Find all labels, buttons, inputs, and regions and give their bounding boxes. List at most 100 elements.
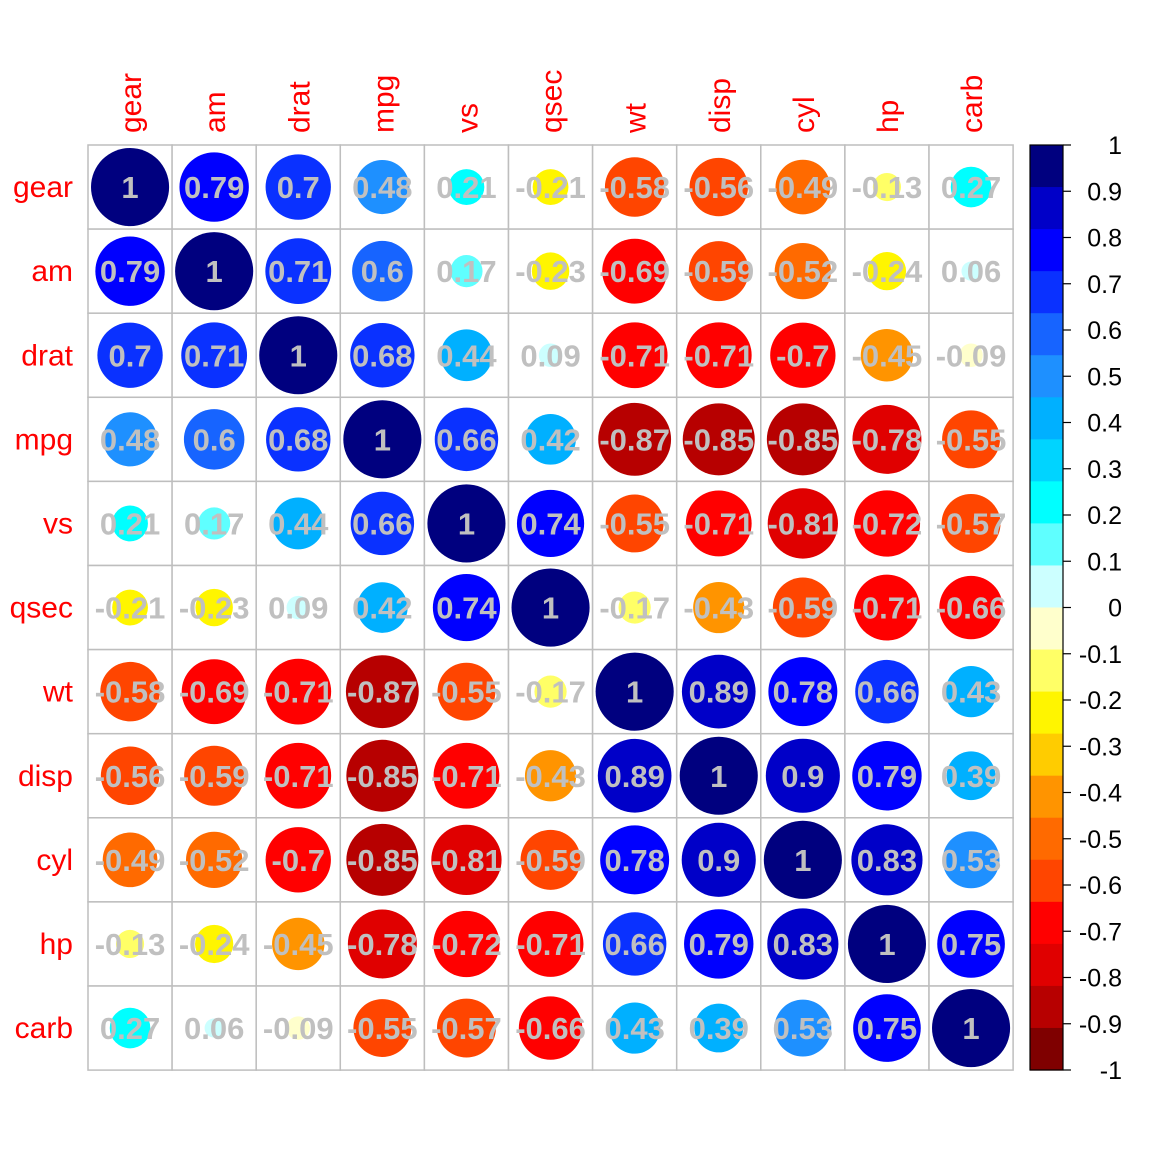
correlation-value: 0.68 bbox=[268, 422, 328, 457]
correlation-circle bbox=[598, 402, 672, 476]
correlation-circle bbox=[95, 236, 165, 306]
correlation-value: 0.83 bbox=[857, 843, 917, 878]
correlation-circle bbox=[266, 407, 331, 472]
correlation-value: -0.57 bbox=[936, 506, 1007, 541]
correlation-circle bbox=[602, 238, 668, 304]
correlation-circle bbox=[767, 488, 838, 559]
correlation-circle bbox=[601, 322, 668, 389]
correlation-value: -0.78 bbox=[347, 927, 418, 962]
correlation-circle bbox=[195, 588, 233, 627]
correlation-circle bbox=[184, 745, 245, 806]
correlation-value: 0.7 bbox=[108, 338, 151, 373]
colorbar-tick-label: 0.6 bbox=[1087, 317, 1122, 345]
correlation-circle bbox=[602, 912, 667, 976]
correlation-value: 0.17 bbox=[436, 254, 496, 289]
correlation-value: -0.85 bbox=[347, 759, 418, 794]
row-label: hp bbox=[40, 928, 73, 961]
correlation-circle bbox=[265, 658, 332, 725]
column-label: mpg bbox=[367, 75, 400, 133]
correlation-value: 1 bbox=[458, 506, 475, 541]
correlation-circle bbox=[942, 410, 1001, 469]
correlation-value: 0.21 bbox=[436, 170, 496, 205]
correlation-value: 0.71 bbox=[268, 254, 328, 289]
correlation-value: 0.89 bbox=[604, 759, 664, 794]
correlation-circle bbox=[353, 999, 412, 1058]
correlation-value: -0.23 bbox=[179, 591, 250, 626]
correlation-value: -0.7 bbox=[776, 338, 829, 373]
correlation-circle bbox=[346, 823, 419, 896]
correlation-circle bbox=[775, 159, 831, 215]
correlation-value: -0.52 bbox=[768, 254, 839, 289]
correlation-circle bbox=[511, 568, 590, 647]
correlation-value: -0.52 bbox=[179, 843, 250, 878]
correlation-circle bbox=[175, 232, 254, 311]
correlation-circle bbox=[181, 322, 248, 389]
column-label: disp bbox=[704, 78, 737, 133]
colorbar-segment bbox=[1030, 355, 1063, 398]
correlation-circle bbox=[427, 484, 506, 563]
correlation-value: -0.71 bbox=[431, 759, 502, 794]
colorbar-segment bbox=[1030, 691, 1063, 735]
correlation-value: -0.58 bbox=[95, 675, 166, 710]
colorbar-segment bbox=[1030, 985, 1063, 1029]
correlation-value: -0.55 bbox=[936, 422, 1007, 457]
correlation-circle bbox=[770, 322, 836, 388]
correlation-value: 0.83 bbox=[773, 927, 833, 962]
correlation-value: -0.57 bbox=[431, 1011, 502, 1046]
correlation-circle bbox=[179, 152, 249, 222]
correlation-circle bbox=[872, 172, 902, 202]
correlation-value: 0.53 bbox=[941, 843, 1001, 878]
correlation-value: -0.69 bbox=[179, 675, 250, 710]
correlation-value: 1 bbox=[626, 675, 643, 710]
correlation-circle bbox=[198, 507, 231, 540]
correlation-circle bbox=[604, 157, 665, 217]
correlation-value: -0.21 bbox=[515, 170, 586, 205]
colorbar-segment bbox=[1030, 733, 1063, 777]
correlation-value: 0.71 bbox=[184, 338, 244, 373]
correlation-circle bbox=[352, 240, 413, 302]
correlation-value: -0.45 bbox=[263, 927, 334, 962]
correlation-value: -0.81 bbox=[431, 843, 502, 878]
row-label: am bbox=[31, 255, 73, 288]
correlation-value: 0.48 bbox=[100, 422, 160, 457]
correlation-circle bbox=[525, 414, 576, 465]
correlation-circle bbox=[855, 659, 919, 724]
correlation-value: 0.42 bbox=[352, 591, 412, 626]
correlation-value: 1 bbox=[206, 254, 223, 289]
correlation-circle bbox=[345, 655, 419, 729]
correlation-circle bbox=[618, 591, 651, 624]
correlation-circle bbox=[265, 154, 331, 220]
colorbar-segment bbox=[1030, 649, 1063, 693]
column-label: hp bbox=[872, 100, 905, 133]
correlation-value: 0.78 bbox=[604, 843, 664, 878]
row-label: qsec bbox=[10, 592, 73, 625]
row-labels: gear am drat mpg vs qsec wt disp cyl hp carb bbox=[10, 171, 74, 1045]
correlation-circle bbox=[682, 403, 755, 476]
correlation-circle bbox=[350, 323, 415, 388]
correlation-value: -0.49 bbox=[768, 170, 839, 205]
correlation-circle bbox=[434, 407, 499, 472]
correlation-value: -0.09 bbox=[936, 338, 1007, 373]
correlation-value: 0.48 bbox=[352, 170, 412, 205]
correlation-circle bbox=[851, 824, 923, 896]
correlation-circle bbox=[181, 659, 247, 725]
correlation-circle bbox=[605, 494, 664, 553]
colorbar-segment bbox=[1030, 145, 1063, 188]
correlation-value: 0.79 bbox=[689, 927, 749, 962]
correlation-circle bbox=[272, 497, 325, 550]
correlation-circle bbox=[772, 577, 833, 638]
correlation-value: 1 bbox=[290, 338, 307, 373]
correlation-circle bbox=[950, 166, 992, 208]
correlation-circle bbox=[265, 238, 332, 305]
colorbar-tick-label: 0.1 bbox=[1087, 548, 1122, 576]
correlation-circle bbox=[437, 662, 496, 721]
correlation-circle bbox=[684, 909, 754, 979]
correlation-circle bbox=[432, 573, 501, 642]
correlation-value: -0.59 bbox=[515, 843, 586, 878]
correlation-circle bbox=[679, 736, 758, 815]
correlation-value: 0.66 bbox=[352, 506, 412, 541]
correlation-circle bbox=[766, 403, 839, 476]
correlation-value: 0.74 bbox=[520, 506, 581, 541]
correlation-circle bbox=[681, 654, 756, 729]
colorbar-tick-label: -0.1 bbox=[1079, 641, 1122, 669]
